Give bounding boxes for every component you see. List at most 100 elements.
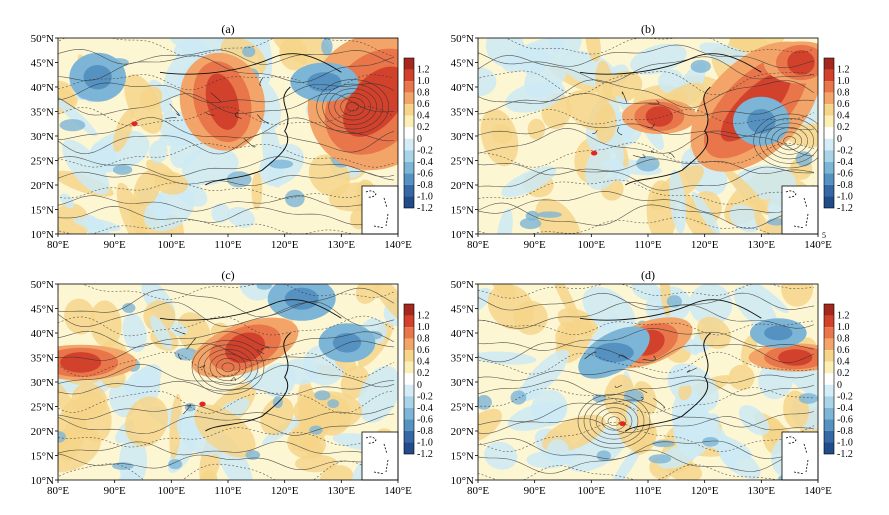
province-border bbox=[243, 138, 256, 148]
colorbar-label: 0.4 bbox=[837, 111, 850, 122]
colorbar-label: 1.2 bbox=[837, 65, 850, 76]
contour-line bbox=[58, 315, 395, 337]
colorbar-swatch bbox=[404, 304, 414, 316]
contour-ring bbox=[607, 416, 621, 427]
contour-line bbox=[478, 416, 815, 434]
colorbar: 1.21.00.80.60.40.20-0.2-0.4-0.6-0.8-1.0-… bbox=[403, 57, 433, 214]
cool-anomaly bbox=[62, 139, 110, 195]
y-tick-label: 30°N bbox=[451, 377, 474, 389]
colorbar-swatch bbox=[404, 150, 414, 162]
colorbar-swatch bbox=[824, 407, 834, 420]
colorbar-label: -1.2 bbox=[837, 449, 853, 460]
province-border bbox=[256, 114, 269, 124]
cold-anomaly-center bbox=[332, 333, 362, 353]
cool-anomaly bbox=[671, 368, 693, 387]
y-tick-label: 10°N bbox=[451, 229, 474, 241]
colorbar-swatch bbox=[404, 350, 414, 362]
cold-anomaly bbox=[795, 151, 813, 167]
x-tick-label: 120°E bbox=[271, 239, 299, 251]
colorbar-label: -1.2 bbox=[837, 203, 853, 214]
province-border bbox=[621, 91, 628, 103]
hot-anomaly-core bbox=[787, 50, 815, 75]
warm-anomaly bbox=[71, 383, 108, 418]
y-tick-label: 10°N bbox=[31, 229, 54, 241]
province-border bbox=[651, 150, 655, 154]
contour-line bbox=[58, 48, 395, 65]
cool-anomaly bbox=[497, 208, 513, 234]
colorbar-label: 0.4 bbox=[837, 357, 850, 368]
contour-ring bbox=[322, 83, 383, 130]
cool-anomaly bbox=[58, 98, 98, 137]
y-tick-label: 40°N bbox=[451, 82, 474, 94]
cold-anomaly-center bbox=[747, 109, 776, 134]
province-border bbox=[205, 111, 215, 116]
province-border bbox=[186, 337, 197, 350]
colorbar-label: 0 bbox=[837, 134, 842, 145]
province-border bbox=[642, 355, 656, 361]
border-line bbox=[579, 299, 762, 321]
colorbar-label: -1.0 bbox=[417, 437, 433, 448]
contour-line bbox=[58, 351, 395, 378]
contour-ring bbox=[577, 393, 651, 449]
x-tick-label: 140°E bbox=[384, 485, 412, 497]
cool-anomaly bbox=[118, 471, 140, 480]
contour-line bbox=[478, 79, 815, 109]
y-tick-label: 40°N bbox=[451, 328, 474, 340]
station-marker bbox=[131, 121, 138, 127]
contour-line bbox=[478, 158, 815, 176]
y-tick-label: 45°N bbox=[451, 304, 474, 316]
inset-map bbox=[781, 185, 819, 235]
colorbar-swatch bbox=[404, 115, 414, 128]
cold-anomaly bbox=[314, 390, 331, 401]
contour-line bbox=[58, 380, 395, 396]
colorbar-label: 0.6 bbox=[837, 99, 850, 110]
coastline bbox=[205, 86, 291, 186]
colorbar-label: 1.0 bbox=[417, 322, 430, 333]
coastline bbox=[205, 332, 291, 432]
contour-line bbox=[478, 127, 815, 157]
cold-anomaly bbox=[59, 119, 86, 132]
contour-ring bbox=[777, 131, 802, 151]
colorbar-swatch bbox=[824, 430, 834, 443]
cool-anomaly bbox=[565, 427, 627, 472]
warm-anomaly bbox=[169, 393, 182, 460]
cool-anomaly bbox=[125, 369, 157, 399]
colorbar-label: 1.0 bbox=[837, 76, 850, 87]
colorbar-label: 0.2 bbox=[837, 122, 850, 133]
contour-line bbox=[478, 422, 815, 453]
colorbar-label: -0.6 bbox=[837, 414, 853, 425]
warm-anomaly bbox=[594, 104, 617, 144]
colorbar-label: 0.6 bbox=[417, 99, 430, 110]
province-border bbox=[617, 126, 623, 136]
y-tick-label: 10°N bbox=[451, 475, 474, 487]
colorbar-label: 1.0 bbox=[837, 322, 850, 333]
cool-anomaly bbox=[122, 313, 147, 353]
colorbar-label: -1.2 bbox=[417, 203, 433, 214]
cold-anomaly bbox=[122, 302, 136, 314]
y-tick-label: 40°N bbox=[31, 328, 54, 340]
contour-line bbox=[58, 404, 395, 421]
colorbar-label: -1.0 bbox=[837, 437, 853, 448]
contour-line bbox=[478, 351, 815, 375]
cool-anomaly bbox=[742, 284, 789, 314]
province-border bbox=[653, 398, 666, 409]
map-panel-a: (a) 80°E 90°E 100°E 110°E 120°E 130°E 140°E 10°N… bbox=[31, 22, 433, 251]
contour-line bbox=[478, 319, 815, 336]
colorbar-swatch bbox=[824, 115, 834, 128]
coastline bbox=[625, 86, 711, 186]
contour-ring bbox=[209, 353, 247, 382]
contour-line bbox=[478, 301, 815, 329]
contour-ring bbox=[334, 92, 371, 121]
colorbar-label: 0.8 bbox=[417, 88, 430, 99]
cool-anomaly bbox=[478, 351, 537, 365]
colorbar-swatch bbox=[404, 161, 414, 174]
panel-label: (a) bbox=[221, 22, 234, 36]
stray-label: 5 bbox=[822, 231, 826, 240]
colorbar-swatch bbox=[824, 327, 834, 339]
province-border bbox=[174, 329, 186, 335]
y-tick-label: 35°N bbox=[31, 107, 54, 119]
colorbar-label: 0.2 bbox=[837, 368, 850, 379]
warm-anomaly bbox=[557, 307, 598, 336]
province-border bbox=[648, 100, 660, 105]
